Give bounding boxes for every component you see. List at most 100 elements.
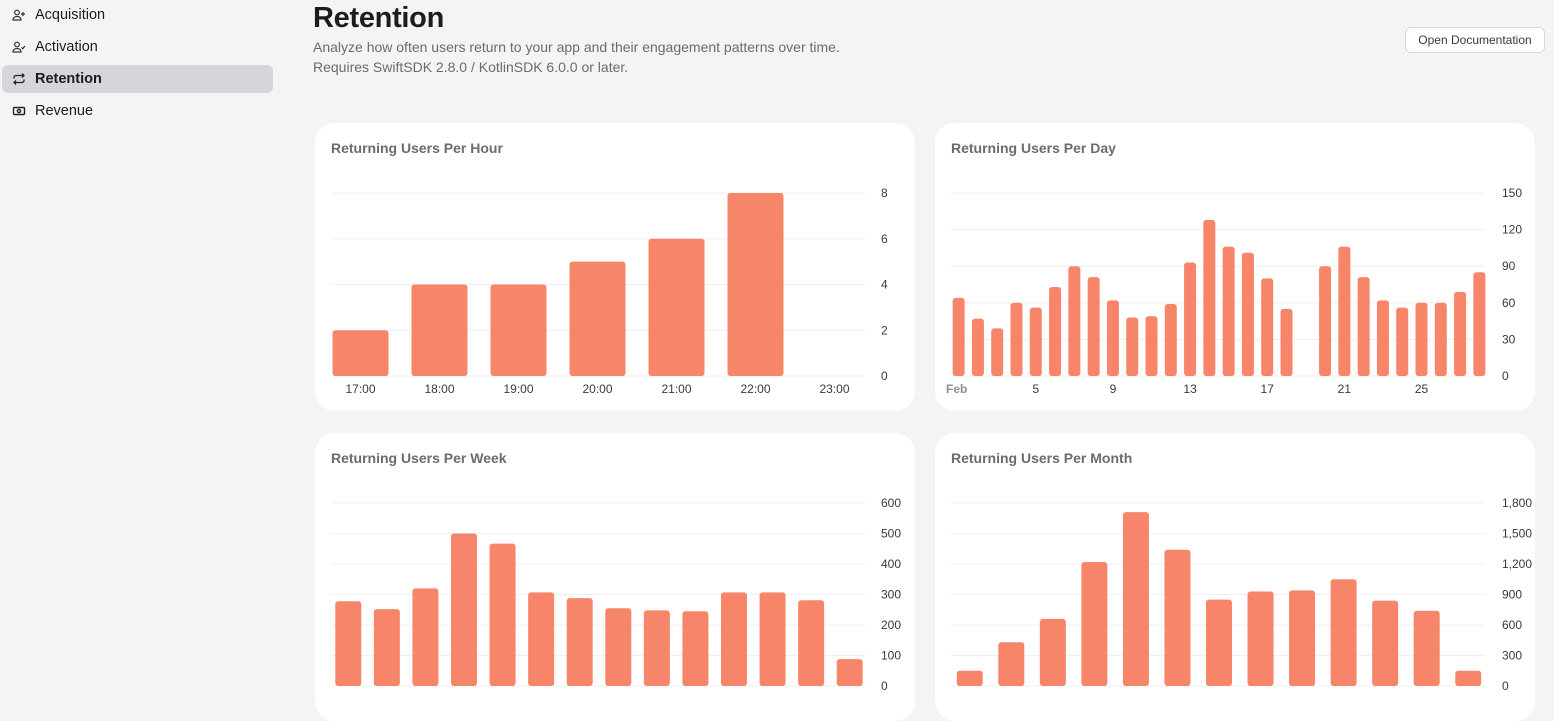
bar (1081, 561, 1108, 686)
y-tick-label: 2 (881, 323, 888, 337)
bar (1164, 304, 1177, 376)
bar (1029, 307, 1042, 376)
bar (1206, 599, 1232, 686)
bar (1434, 302, 1447, 376)
day-chart: 0 30 60 90 120 150 Feb 5 9 13 17 21 25 (946, 186, 1522, 396)
bar (798, 600, 825, 686)
bar (952, 297, 965, 376)
chart-title: Returning Users Per Week (331, 450, 507, 466)
bar (643, 610, 670, 686)
bar (1376, 300, 1389, 376)
bar (373, 609, 400, 686)
bar (991, 328, 1004, 376)
banknote-icon (12, 106, 26, 116)
bar (1280, 308, 1293, 376)
y-tick-label: 600 (1502, 618, 1522, 632)
chart-title: Returning Users Per Hour (331, 140, 503, 156)
x-tick-label: 20:00 (582, 382, 612, 396)
chart-card-week: Returning Users Per Week 0 100 200 300 400 500… (315, 433, 915, 721)
y-tick-label: 1,500 (1502, 527, 1532, 541)
y-tick-label: 120 (1502, 223, 1522, 237)
page-subtitle: Analyze how often users return to your a… (313, 39, 840, 55)
bar (1039, 618, 1066, 686)
chart-card-hour: Returning Users Per Hour 0 2 4 6 8 17:00 18:00 1… (315, 123, 915, 411)
y-tick-label: 0 (1502, 369, 1509, 383)
y-tick-label: 200 (881, 618, 901, 632)
x-tick-label: 22:00 (740, 382, 770, 396)
x-tick-label: 18:00 (424, 382, 454, 396)
y-tick-label: 90 (1502, 259, 1516, 273)
y-tick-label: 4 (881, 278, 888, 292)
bar (412, 588, 439, 686)
x-tick-label: 25 (1415, 382, 1429, 396)
y-tick-label: 150 (1502, 186, 1522, 200)
y-tick-label: 100 (881, 649, 901, 663)
bar (1289, 590, 1316, 686)
week-chart: 0 100 200 300 400 500 600 (331, 496, 901, 693)
sidebar-item-acquisition[interactable]: Acquisition (2, 1, 273, 29)
x-tick-label: 9 (1110, 382, 1117, 396)
bar (998, 642, 1025, 686)
sidebar-item-retention[interactable]: Retention (2, 65, 273, 93)
bar (1122, 512, 1149, 686)
bar (971, 318, 984, 376)
bar (1455, 670, 1482, 686)
month-chart: 0 300 600 900 1,200 1,500 1,800 (951, 496, 1532, 693)
y-tick-label: 300 (881, 588, 901, 602)
bar (1203, 219, 1216, 376)
bar (489, 543, 516, 686)
bar (1010, 302, 1023, 376)
bar (721, 592, 747, 686)
bar (1247, 591, 1274, 686)
sidebar-item-label: Revenue (35, 103, 94, 119)
x-tick-label: 21 (1338, 382, 1352, 396)
bar (1413, 610, 1440, 686)
sidebar-item-revenue[interactable]: Revenue (2, 97, 273, 125)
bar (569, 261, 626, 376)
open-documentation-button[interactable]: Open Documentation (1405, 27, 1545, 53)
y-tick-label: 400 (881, 557, 901, 571)
sdk-requirement: Requires SwiftSDK 2.8.0 / KotlinSDK 6.0.… (313, 59, 629, 75)
bar (566, 598, 593, 686)
y-tick-label: 500 (881, 527, 901, 541)
x-tick-label: 23:00 (819, 382, 849, 396)
bar (1396, 307, 1409, 376)
bar (335, 601, 362, 686)
bar (1145, 316, 1158, 376)
x-tick-label: 17:00 (345, 382, 375, 396)
bar (1184, 262, 1197, 376)
y-tick-label: 60 (1502, 296, 1516, 310)
user-plus-icon (12, 9, 25, 21)
bar (1049, 286, 1062, 376)
bar (759, 592, 786, 686)
x-tick-label: Feb (946, 382, 967, 396)
bar (1319, 266, 1332, 376)
y-tick-label: 0 (881, 679, 888, 693)
y-tick-label: 6 (881, 232, 888, 246)
y-tick-label: 1,200 (1502, 557, 1532, 571)
bar (1241, 252, 1254, 376)
bar (1473, 272, 1486, 376)
bar (1068, 266, 1081, 376)
chart-title: Returning Users Per Day (951, 140, 1116, 156)
bar (528, 592, 555, 686)
bar (1372, 600, 1399, 686)
y-tick-label: 8 (881, 186, 888, 200)
y-tick-label: 30 (1502, 332, 1516, 346)
repeat-icon (13, 73, 25, 85)
bar (1415, 302, 1428, 376)
bar (648, 238, 705, 376)
bar (451, 533, 477, 686)
chart-card-month: Returning Users Per Month 0 300 600 900 1,200… (935, 433, 1535, 721)
user-check-icon (12, 41, 26, 53)
bar (1164, 549, 1191, 686)
bar (1126, 317, 1139, 376)
bar (727, 193, 784, 376)
y-tick-label: 300 (1502, 649, 1522, 663)
page-title: Retention (313, 2, 445, 34)
x-tick-label: 13 (1183, 382, 1197, 396)
x-tick-label: 5 (1032, 382, 1039, 396)
sidebar-item-activation[interactable]: Activation (2, 33, 273, 61)
sidebar-item-label: Retention (35, 71, 102, 87)
y-tick-label: 0 (881, 369, 888, 383)
